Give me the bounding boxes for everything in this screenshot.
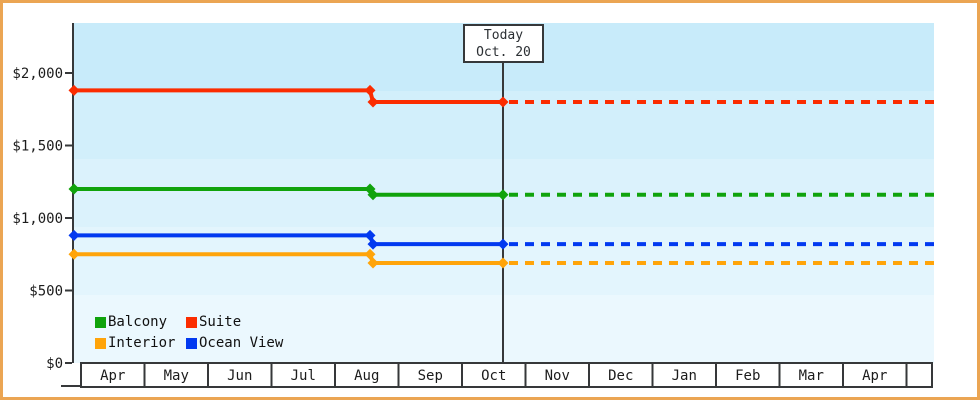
- month-cell-divider: [207, 363, 209, 387]
- today-label: Today: [483, 27, 524, 43]
- series-line-ocean-view: [74, 233, 503, 247]
- month-label: Dec: [608, 368, 633, 384]
- marker-post-drop-balcony: [367, 189, 379, 201]
- month-cell-divider: [334, 363, 336, 387]
- month-cell-divider: [397, 363, 400, 387]
- month-label: Jun: [227, 368, 252, 384]
- marker-start-suite: [68, 84, 80, 96]
- month-cell-divider: [905, 363, 908, 387]
- y-axis-tick-label: $1,500: [12, 139, 63, 155]
- month-cell-divider: [778, 363, 781, 387]
- y-axis-tick: [65, 289, 72, 292]
- legend-swatch-ocean-view: [186, 337, 197, 349]
- y-axis-tick-label: $500: [29, 284, 63, 300]
- month-label: Jul: [291, 368, 316, 384]
- month-cell-divider: [461, 363, 463, 387]
- series-line-suite: [74, 88, 503, 104]
- month-cell-divider: [524, 363, 527, 387]
- month-cell-divider: [588, 363, 590, 387]
- marker-post-drop-suite: [367, 96, 379, 108]
- month-label: Feb: [735, 368, 760, 384]
- marker-today-suite: [497, 96, 509, 108]
- series-line-interior: [74, 252, 503, 265]
- month-label: Mar: [799, 368, 824, 384]
- marker-today-ocean-view: [497, 238, 509, 250]
- marker-today-interior: [497, 257, 509, 269]
- y-axis-tick: [65, 217, 72, 219]
- legend-swatch-balcony: [95, 316, 106, 328]
- legend-swatch-interior: [95, 337, 106, 349]
- legend-swatch-suite: [186, 316, 197, 328]
- month-cell-divider: [143, 363, 146, 387]
- x-axis-baseline: [61, 385, 81, 387]
- marker-post-drop-interior: [367, 257, 379, 269]
- legend-label: Balcony: [108, 314, 168, 330]
- y-axis-tick-label: $2,000: [12, 66, 63, 82]
- month-label: Apr: [100, 368, 125, 384]
- month-cell-divider: [270, 363, 273, 387]
- month-label: Jan: [672, 368, 697, 384]
- month-band: [80, 362, 933, 388]
- marker-pre-drop-interior: [364, 248, 376, 260]
- month-label: May: [164, 368, 189, 384]
- legend-label: Interior: [108, 335, 176, 351]
- legend-item-interior: Interior: [95, 335, 186, 351]
- marker-pre-drop-ocean-view: [364, 229, 376, 241]
- marker-pre-drop-suite: [364, 84, 376, 96]
- today-marker-box: Today Oct. 20: [463, 24, 544, 63]
- month-label: Apr: [862, 368, 887, 384]
- month-label: Nov: [545, 368, 570, 384]
- month-cell-divider: [651, 363, 654, 387]
- today-date: Oct. 20: [476, 44, 531, 60]
- month-cell-divider: [842, 363, 844, 387]
- marker-start-interior: [68, 248, 80, 260]
- legend-item-balcony: Balcony: [95, 314, 186, 330]
- legend-label: Ocean View: [199, 335, 284, 351]
- month-label: Aug: [354, 368, 379, 384]
- y-axis-tick: [65, 362, 72, 364]
- y-axis-tick-label: $0: [46, 356, 63, 372]
- y-axis-tick: [65, 144, 72, 147]
- marker-start-ocean-view: [68, 229, 80, 241]
- legend-item-ocean-view: Ocean View: [186, 335, 283, 351]
- month-cell-divider: [715, 363, 717, 387]
- marker-start-balcony: [68, 183, 80, 195]
- legend-item-suite: Suite: [186, 314, 283, 330]
- today-vertical-line: [502, 63, 504, 363]
- y-axis-tick: [65, 72, 72, 74]
- month-label: Sep: [418, 368, 443, 384]
- marker-post-drop-ocean-view: [367, 238, 379, 250]
- marker-today-balcony: [497, 189, 509, 201]
- legend-label: Suite: [199, 314, 242, 330]
- month-label: Oct: [481, 368, 506, 384]
- price-history-chart: $0 $500 $1,000 $1,500 $2,000 Apr May Jun Jul Aug S…: [12, 23, 934, 388]
- legend: Balcony Suite Interior Ocean View: [95, 314, 283, 351]
- y-axis-tick-label: $1,000: [12, 211, 63, 227]
